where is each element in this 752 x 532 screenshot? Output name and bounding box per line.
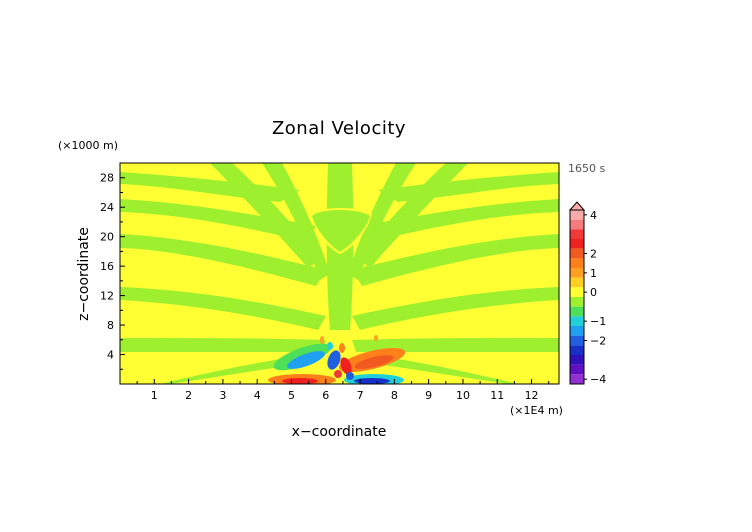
colorbar-swatch xyxy=(570,374,584,384)
x-axis-ticks: 1 2 3 4 5 6 7 8 9 10 11 12 xyxy=(136,379,550,402)
colorbar-label: 1 xyxy=(590,267,597,280)
x-unit-label: (×1E4 m) xyxy=(510,404,563,417)
chart-title: Zonal Velocity xyxy=(272,118,406,139)
y-tick-label: 20 xyxy=(100,231,114,244)
x-axis-label: x−coordinate xyxy=(292,424,387,440)
green-band xyxy=(356,163,468,268)
perturbation-blob xyxy=(320,336,324,344)
upper-lobe-left xyxy=(312,210,340,252)
x-tick-label: 9 xyxy=(425,389,432,402)
y-tick-label: 12 xyxy=(100,290,114,303)
green-band xyxy=(120,338,326,352)
colorbar-swatch xyxy=(570,316,584,326)
x-tick-label: 5 xyxy=(288,389,295,402)
colorbar-label: 2 xyxy=(590,248,597,261)
perturbation-blob xyxy=(334,370,342,378)
colorbar-swatch xyxy=(570,210,584,220)
colorbar-swatch xyxy=(570,248,584,259)
y-tick-label: 8 xyxy=(107,319,114,332)
y-axis-ticks: 4 8 12 16 20 24 28 xyxy=(100,172,125,370)
green-band xyxy=(120,234,326,286)
colorbar-swatch xyxy=(570,364,584,375)
colorbar-swatch xyxy=(570,287,584,297)
green-band xyxy=(376,356,518,384)
green-band xyxy=(360,199,559,240)
perturbation-blob xyxy=(354,378,390,384)
time-label: 1650 s xyxy=(568,162,605,175)
colorbar-label: 4 xyxy=(590,209,597,222)
y-tick-label: 24 xyxy=(100,201,114,214)
x-tick-label: 2 xyxy=(185,389,192,402)
colorbar-swatch xyxy=(570,335,584,346)
x-tick-label: 1 xyxy=(151,389,158,402)
colorbar-label: −2 xyxy=(590,335,606,348)
x-tick-label: 8 xyxy=(391,389,398,402)
perturbation-blob xyxy=(346,372,354,380)
perturbation-blob xyxy=(287,351,325,369)
y-tick-label: 16 xyxy=(100,260,114,273)
perturbation-blob xyxy=(327,342,333,350)
x-tick-label: 4 xyxy=(254,389,261,402)
x-tick-label: 6 xyxy=(322,389,329,402)
mountain-perturbation xyxy=(268,335,406,384)
green-band xyxy=(210,163,322,268)
y-axis-label: z−coordinate xyxy=(76,227,92,321)
colorbar-swatch xyxy=(570,277,584,288)
green-band xyxy=(348,163,416,280)
colorbar-swatch xyxy=(570,345,584,355)
wave-bands xyxy=(120,163,559,384)
green-band xyxy=(352,287,559,330)
colorbar-swatch xyxy=(570,229,584,239)
colorbar-label: 0 xyxy=(590,286,597,299)
colorbar-swatch xyxy=(570,326,584,336)
colorbar-swatch xyxy=(570,268,584,278)
y-tick-label: 4 xyxy=(107,349,114,362)
green-band xyxy=(120,287,326,330)
colorbar-swatch xyxy=(570,355,584,365)
y-unit-label: (×1000 m) xyxy=(58,139,118,152)
x-tick-label: 7 xyxy=(357,389,364,402)
perturbation-blob xyxy=(374,335,378,341)
perturbation-blob xyxy=(340,357,352,375)
perturbation-blob xyxy=(282,378,318,384)
perturbation-blob xyxy=(354,355,394,369)
colorbar: 4 2 1 0 −1 −2 −4 xyxy=(568,201,606,386)
green-band xyxy=(352,234,559,286)
plot-frame xyxy=(119,162,560,385)
green-band xyxy=(352,338,559,352)
colorbar-swatch xyxy=(570,239,584,249)
x-tick-label: 12 xyxy=(525,389,539,402)
green-band xyxy=(120,199,318,240)
x-tick-label: 11 xyxy=(490,389,504,402)
upper-lobe-right xyxy=(340,210,370,252)
colorbar-swatch xyxy=(570,219,584,230)
colorbar-label: −1 xyxy=(590,315,606,328)
colorbar-overflow-arrow xyxy=(568,201,586,211)
colorbar-swatch xyxy=(570,297,584,307)
perturbation-blob xyxy=(327,350,341,370)
colorbar-swatch xyxy=(570,306,584,317)
perturbation-blob xyxy=(339,343,345,353)
colorbar-label: −4 xyxy=(590,373,606,386)
contour-field xyxy=(120,163,559,384)
green-band xyxy=(262,163,330,280)
x-tick-label: 10 xyxy=(456,389,470,402)
green-band xyxy=(160,356,302,384)
colorbar-swatch xyxy=(570,258,584,268)
x-tick-label: 3 xyxy=(219,389,226,402)
y-tick-label: 28 xyxy=(100,172,114,185)
colorbar-frame xyxy=(569,209,585,385)
